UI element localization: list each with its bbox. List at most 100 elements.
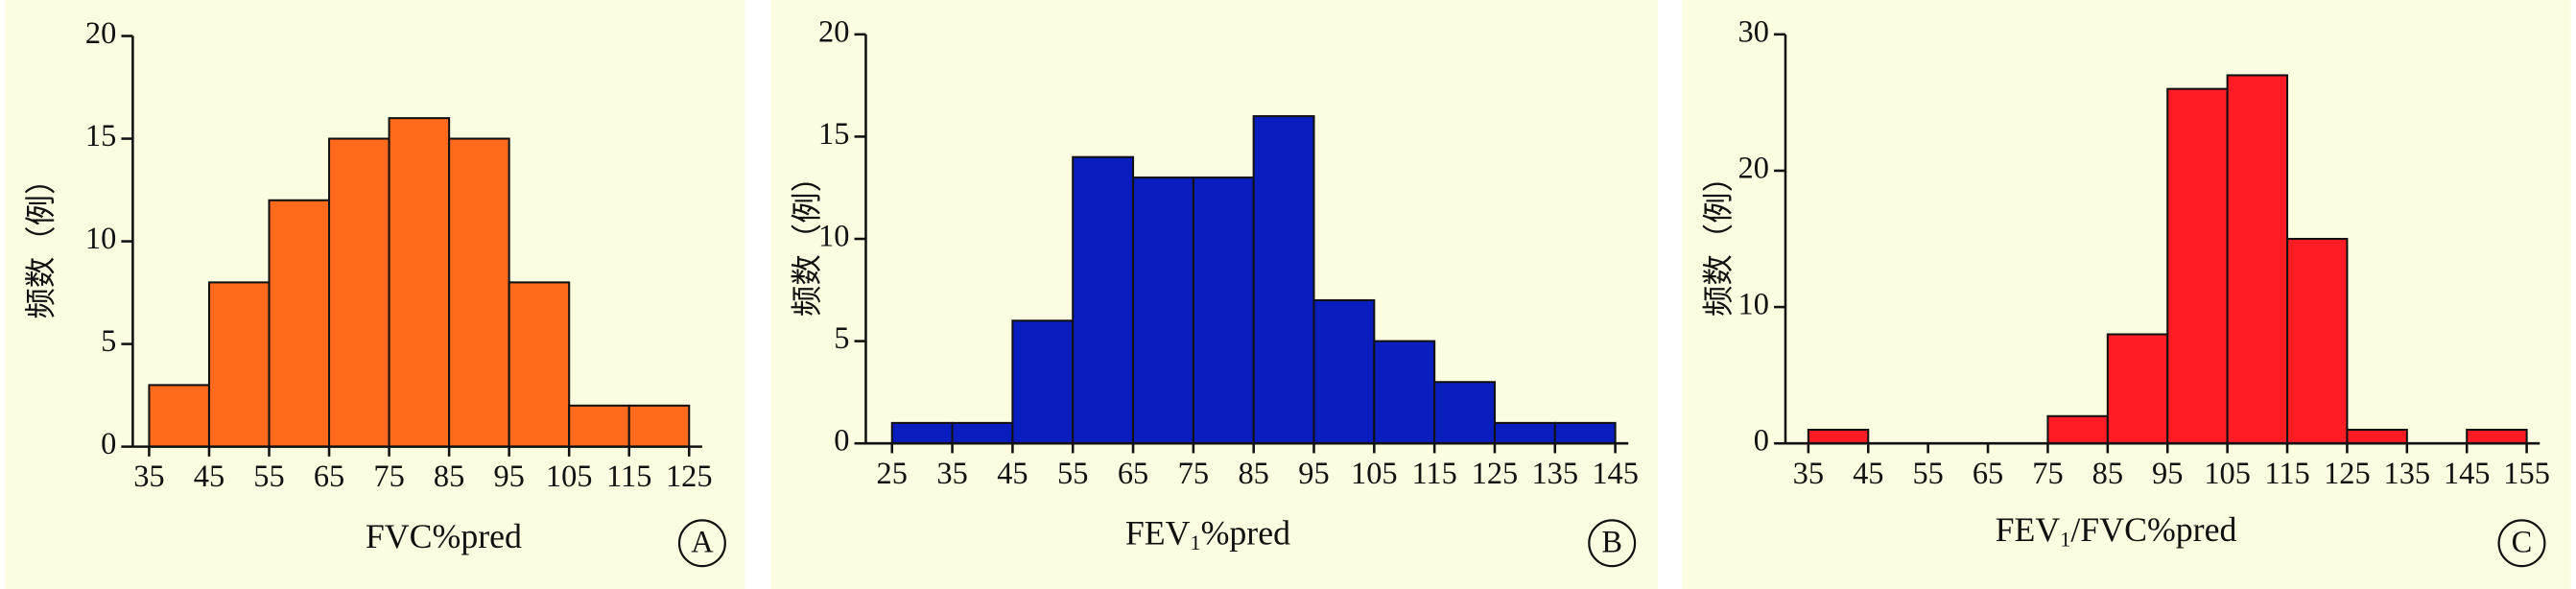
x-tick-label: 65 — [1118, 457, 1148, 491]
y-tick-label: 15 — [818, 117, 849, 152]
x-tick-label: 145 — [2444, 457, 2491, 491]
x-tick-label: 115 — [1411, 457, 1456, 491]
y-tick-label: 20 — [85, 16, 116, 51]
x-tick-label: 35 — [936, 457, 967, 491]
bar — [148, 384, 210, 448]
bar — [890, 421, 954, 445]
y-tick-label: 0 — [101, 427, 116, 461]
x-tick-label: 135 — [2384, 457, 2431, 491]
bar — [1312, 298, 1376, 445]
x-tick-label: 95 — [1298, 457, 1329, 491]
bar — [448, 137, 510, 448]
x-tick-label: 95 — [2152, 457, 2183, 491]
bar — [2286, 237, 2349, 445]
bar — [2046, 414, 2109, 445]
y-tick-label: 0 — [834, 424, 849, 459]
x-tick-label: 75 — [2032, 457, 2063, 491]
x-tick-label: 85 — [1238, 457, 1268, 491]
panel: 0 5 10 15 20 25 35 45 55 65 75 85 95 105 115 125 135 145 频… — [770, 0, 1658, 589]
y-tick-label: 30 — [1738, 14, 1769, 49]
x-tick-label: 35 — [1793, 457, 1824, 491]
bar — [268, 199, 331, 448]
x-tick-label: 45 — [194, 459, 225, 494]
panel-label-circle — [677, 519, 726, 568]
x-axis-label: FEV1%pred — [1125, 514, 1290, 554]
panel-label-circle — [2497, 519, 2546, 568]
x-tick-label: 55 — [253, 459, 284, 494]
x-tick-label: 125 — [1472, 457, 1519, 491]
bar — [1132, 177, 1194, 445]
bar — [2106, 333, 2169, 445]
x-tick-label: 45 — [1853, 457, 1883, 491]
x-tick-label: 85 — [434, 459, 464, 494]
y-tick-label: 5 — [101, 324, 116, 359]
x-tick-label: 95 — [493, 459, 524, 494]
bar — [2346, 428, 2408, 445]
x-tick-label: 25 — [877, 457, 908, 491]
y-tick-label: 20 — [818, 14, 849, 49]
x-axis-label-subscript: 1 — [2060, 528, 2070, 552]
y-axis-label: 频数（例） — [1701, 161, 1737, 317]
x-tick-label: 115 — [606, 459, 651, 494]
x-tick-label: 125 — [2324, 457, 2371, 491]
bar — [1373, 340, 1436, 445]
y-tick-label: 15 — [85, 119, 116, 153]
x-tick-label: 155 — [2503, 457, 2550, 491]
bar — [1493, 421, 1556, 445]
x-tick-label: 75 — [1178, 457, 1209, 491]
bar — [388, 117, 451, 448]
x-tick-label: 105 — [2204, 457, 2251, 491]
y-tick-label: 10 — [85, 222, 116, 256]
y-tick-label: 20 — [1738, 151, 1769, 185]
x-tick-label: 35 — [133, 459, 164, 494]
panel-label-circle — [1588, 519, 1637, 568]
x-tick-label: 65 — [314, 459, 344, 494]
bar — [568, 404, 630, 448]
panel-label: A — [691, 525, 714, 559]
bar — [1252, 115, 1315, 445]
x-tick-label: 115 — [2264, 457, 2309, 491]
x-axis-label: FEV1/FVC%pred — [1996, 510, 2237, 551]
x-axis-label-part: FVC%pred — [366, 517, 522, 555]
x-tick-label: 145 — [1592, 457, 1639, 491]
x-tick-label: 45 — [997, 457, 1028, 491]
x-tick-label: 105 — [1351, 457, 1398, 491]
x-axis-label: FVC%pred — [366, 517, 522, 555]
x-tick-label: 125 — [666, 459, 713, 494]
bar — [1553, 421, 1617, 445]
bar — [1192, 177, 1255, 445]
bar — [328, 137, 390, 448]
x-axis-label-subscript: 1 — [1190, 530, 1200, 554]
panel-label: B — [1601, 525, 1622, 559]
y-tick-label: 5 — [834, 321, 849, 356]
bar — [2466, 428, 2528, 445]
x-axis-label-part: FEV — [1125, 514, 1191, 553]
bar — [627, 404, 691, 448]
x-tick-label: 135 — [1531, 457, 1578, 491]
panel: 0 10 20 30 35 45 55 65 75 85 95 105 115 125 135 145 155 频… — [1682, 0, 2571, 589]
y-tick-label: 10 — [1738, 288, 1769, 322]
x-axis-label-part: FEV — [1996, 510, 2061, 549]
x-axis-label-part: /FVC%pred — [2070, 510, 2236, 549]
bar — [1011, 319, 1075, 445]
bar — [2166, 87, 2229, 445]
x-tick-label: 75 — [373, 459, 404, 494]
bar — [508, 281, 571, 448]
bar — [1807, 428, 1870, 445]
y-axis-label: 频数（例） — [24, 164, 59, 319]
x-tick-label: 85 — [2092, 457, 2123, 491]
bar — [207, 281, 271, 448]
panel-label: C — [2512, 525, 2533, 559]
y-tick-label: 10 — [818, 219, 849, 253]
x-axis-label-part: %pred — [1201, 514, 1291, 553]
x-tick-label: 55 — [1912, 457, 1943, 491]
bar — [1433, 381, 1496, 445]
y-tick-label: 0 — [1754, 424, 1769, 459]
panel: 0 5 10 15 20 35 45 55 65 75 85 95 105 115 125 频数（例） FVC%… — [5, 0, 745, 589]
bar — [1072, 155, 1135, 445]
bar — [2226, 74, 2289, 445]
panel-background — [1682, 0, 2571, 589]
y-axis-label: 频数（例） — [790, 161, 825, 317]
x-tick-label: 55 — [1057, 457, 1088, 491]
